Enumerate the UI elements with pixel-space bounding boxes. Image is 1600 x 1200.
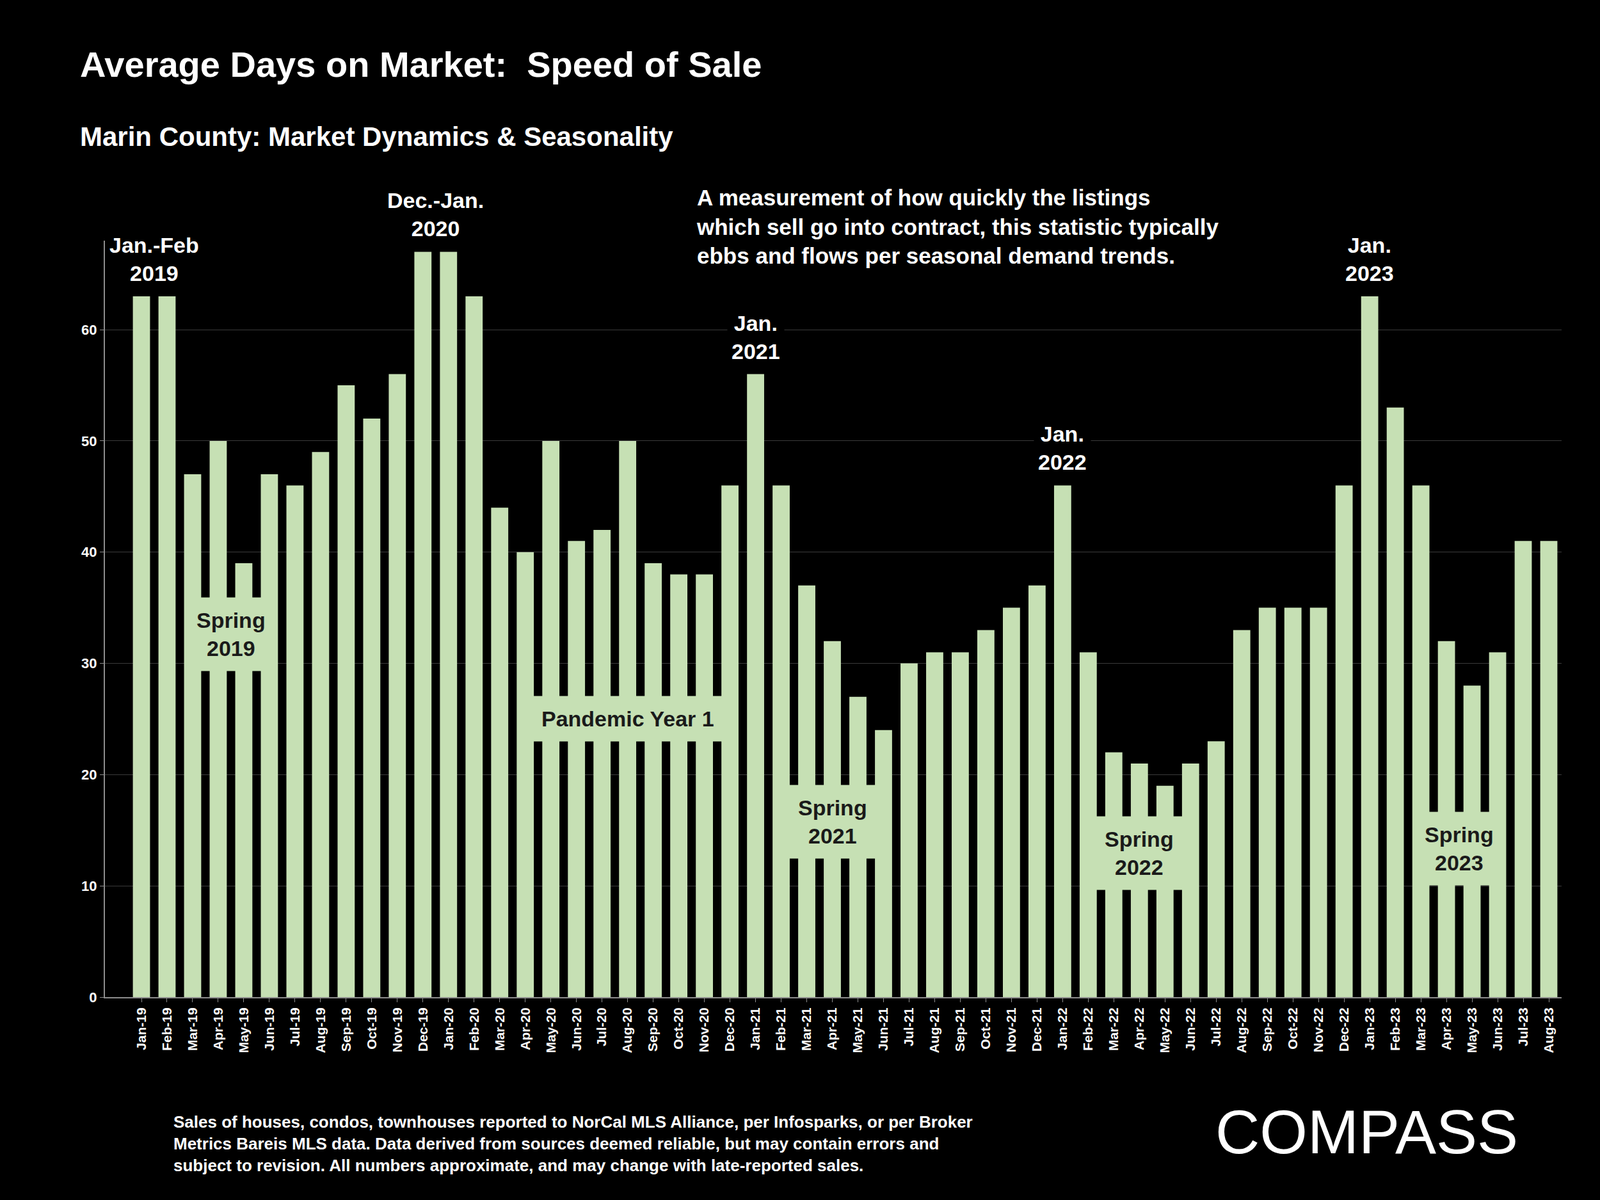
svg-text:Mar-22: Mar-22 [1105, 1007, 1121, 1051]
svg-text:Jan.-Feb2019: Jan.-Feb2019 [109, 232, 200, 286]
svg-text:Feb-22: Feb-22 [1080, 1007, 1096, 1051]
svg-text:Jun-20: Jun-20 [568, 1007, 584, 1051]
svg-text:Dec.-Jan.2020: Dec.-Jan.2020 [387, 188, 484, 241]
svg-text:Mar-19: Mar-19 [184, 1007, 200, 1051]
svg-text:Apr-19: Apr-19 [210, 1007, 226, 1051]
svg-text:Spring2022: Spring2022 [1104, 826, 1174, 880]
svg-text:Oct-19: Oct-19 [364, 1007, 379, 1049]
svg-text:Feb-21: Feb-21 [773, 1007, 788, 1051]
svg-text:Spring2019: Spring2019 [196, 608, 266, 661]
svg-text:Sep-21: Sep-21 [952, 1007, 968, 1052]
svg-text:Sep-19: Sep-19 [338, 1007, 354, 1052]
svg-text:Apr-20: Apr-20 [517, 1007, 533, 1051]
svg-text:Jun-19: Jun-19 [261, 1007, 277, 1051]
svg-text:Mar-20: Mar-20 [492, 1007, 507, 1051]
svg-text:Spring2021: Spring2021 [798, 795, 868, 848]
svg-text:0: 0 [88, 989, 97, 1006]
svg-text:Aug-19: Aug-19 [312, 1007, 328, 1053]
svg-text:Jul-23: Jul-23 [1515, 1007, 1531, 1047]
svg-text:Dec-20: Dec-20 [721, 1007, 737, 1052]
svg-text:Feb-19: Feb-19 [159, 1007, 175, 1051]
svg-text:Jul-22: Jul-22 [1208, 1007, 1224, 1047]
svg-text:May-21: May-21 [849, 1007, 865, 1054]
svg-text:Nov-21: Nov-21 [1003, 1007, 1019, 1053]
svg-text:Marin County: Market Dynamics: Marin County: Market Dynamics & Seasonal… [80, 121, 674, 152]
svg-text:Aug-20: Aug-20 [619, 1007, 635, 1053]
svg-text:Jul-19: Jul-19 [287, 1007, 303, 1047]
svg-text:Jun-22: Jun-22 [1182, 1007, 1198, 1051]
svg-text:COMPASS: COMPASS [1215, 1097, 1519, 1167]
svg-text:Jul-20: Jul-20 [594, 1007, 610, 1047]
svg-text:Aug-23: Aug-23 [1541, 1007, 1556, 1053]
svg-text:Sep-22: Sep-22 [1259, 1007, 1275, 1052]
svg-text:Feb-23: Feb-23 [1387, 1007, 1403, 1051]
svg-text:Jan.2022: Jan.2022 [1038, 421, 1087, 475]
svg-text:Jan.2021: Jan.2021 [731, 311, 781, 364]
svg-text:Jun-21: Jun-21 [875, 1007, 891, 1051]
svg-text:Sep-20: Sep-20 [645, 1007, 660, 1052]
svg-text:Apr-23: Apr-23 [1438, 1007, 1454, 1051]
svg-text:Mar-21: Mar-21 [798, 1007, 814, 1051]
svg-text:May-19: May-19 [236, 1007, 251, 1053]
svg-text:May-20: May-20 [543, 1007, 559, 1053]
svg-text:Oct-21: Oct-21 [977, 1007, 993, 1050]
svg-text:50: 50 [81, 433, 97, 450]
svg-text:May-22: May-22 [1157, 1007, 1172, 1053]
svg-text:Pandemic Year 1: Pandemic Year 1 [541, 706, 715, 731]
svg-text:Jan.2023: Jan.2023 [1345, 232, 1394, 286]
svg-text:Sales of houses, condos, townh: Sales of houses, condos, townhouses repo… [173, 1112, 973, 1176]
svg-text:Jan-20: Jan-20 [440, 1007, 456, 1051]
svg-text:Feb-20: Feb-20 [466, 1007, 482, 1051]
svg-text:10: 10 [81, 878, 97, 895]
svg-text:Nov-19: Nov-19 [389, 1007, 405, 1053]
svg-text:60: 60 [81, 321, 97, 338]
svg-text:Jan-21: Jan-21 [747, 1007, 763, 1051]
svg-text:May-23: May-23 [1464, 1007, 1480, 1053]
svg-text:Jun-23: Jun-23 [1489, 1007, 1505, 1051]
svg-text:Spring2023: Spring2023 [1424, 822, 1494, 875]
svg-text:Jan-22: Jan-22 [1054, 1007, 1070, 1051]
svg-text:Nov-22: Nov-22 [1310, 1007, 1326, 1053]
svg-text:A measurement of how quickly t: A measurement of how quickly the listing… [696, 184, 1219, 269]
svg-text:Mar-23: Mar-23 [1413, 1007, 1428, 1051]
svg-text:Aug-22: Aug-22 [1233, 1007, 1249, 1053]
svg-text:Average Days on Market: Speed: Average Days on Market: Speed of Sale [80, 44, 762, 85]
svg-text:Dec-21: Dec-21 [1029, 1007, 1044, 1052]
svg-text:Nov-20: Nov-20 [696, 1007, 712, 1053]
svg-text:Apr-21: Apr-21 [824, 1007, 840, 1051]
svg-text:40: 40 [81, 544, 97, 560]
svg-text:Jan-19: Jan-19 [133, 1007, 149, 1051]
svg-text:Jul-21: Jul-21 [901, 1007, 916, 1047]
svg-text:Oct-20: Oct-20 [670, 1007, 686, 1049]
svg-text:20: 20 [81, 766, 97, 783]
svg-text:Apr-22: Apr-22 [1131, 1007, 1147, 1051]
svg-text:Oct-22: Oct-22 [1285, 1007, 1300, 1049]
svg-text:Dec-22: Dec-22 [1336, 1007, 1352, 1052]
svg-text:Dec-19: Dec-19 [415, 1007, 431, 1052]
svg-text:30: 30 [81, 655, 97, 672]
svg-text:Jan-23: Jan-23 [1361, 1007, 1377, 1051]
svg-text:Aug-21: Aug-21 [926, 1007, 942, 1053]
